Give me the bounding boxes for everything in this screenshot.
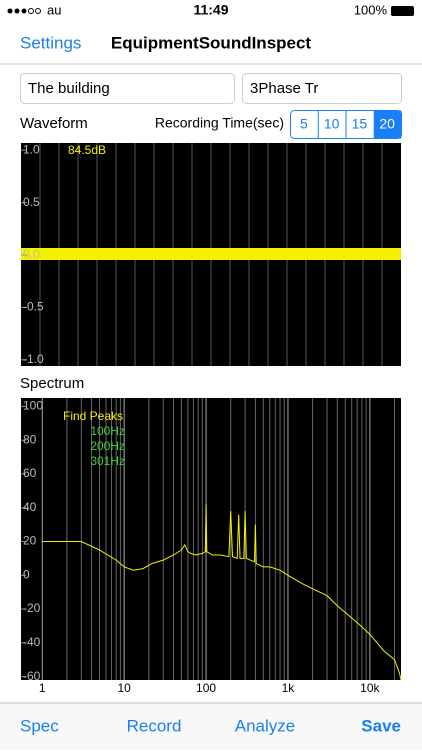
y-tick-label: 1.0: [23, 142, 40, 156]
x-tick-label: 100: [196, 681, 216, 695]
status-bar: au 11:49 100%: [7, 2, 414, 18]
spectrum-title: Spectrum: [20, 375, 84, 392]
analyze-button[interactable]: Analyze: [235, 716, 295, 735]
equipment-text: 3Phase Tr: [250, 80, 318, 97]
save-button[interactable]: Save: [361, 716, 401, 735]
record-button[interactable]: Record: [127, 716, 182, 735]
segment-option[interactable]: 10: [324, 116, 340, 132]
y-tick-label: 60: [23, 466, 37, 480]
spectrum-chart: 1 10 100 1k 10k 100 80 60 40 20 0 -20 -40 -60: [21, 398, 402, 695]
battery-icon: [391, 6, 414, 16]
y-tick-label: 20: [23, 534, 37, 548]
y-tick-label: 0.5: [23, 195, 40, 209]
segmented-control: 5 10 15 20: [290, 110, 402, 139]
y-tick-label: 80: [23, 432, 37, 446]
nav-title: EquipmentSoundInspect: [111, 33, 312, 52]
level-readout: 84.5dB: [68, 143, 106, 157]
x-tick-label: 10: [117, 681, 131, 695]
building-field[interactable]: [20, 73, 235, 104]
peaks-heading: Find Peaks: [63, 409, 123, 423]
spectrum-line: [42, 504, 402, 681]
settings-button[interactable]: Settings: [20, 33, 81, 52]
building-text: The building: [28, 80, 110, 97]
y-tick-label: -1.0: [23, 352, 44, 366]
y-tick-label: 100: [23, 399, 43, 413]
y-tick-label: -20: [23, 601, 41, 615]
peak-label: 301Hz: [90, 454, 125, 468]
y-tick-label: 40: [23, 500, 37, 514]
x-tick-label: 1: [39, 681, 46, 695]
peak-label: 200Hz: [90, 439, 125, 453]
segment-option[interactable]: 15: [352, 116, 368, 132]
battery-level: 100%: [354, 2, 388, 17]
segment-selected: [373, 110, 402, 139]
y-tick-label: -60: [23, 669, 41, 683]
waveform-title: Waveform: [20, 115, 88, 132]
waveform-trace: [21, 248, 401, 260]
recording-time-label: Recording Time(sec): [155, 115, 284, 131]
segment-option[interactable]: 5: [300, 116, 308, 132]
y-tick-label: -40: [23, 635, 41, 649]
spectrum-plot: [21, 398, 401, 680]
y-tick-label: 0.0: [23, 247, 40, 261]
spec-button[interactable]: Spec: [20, 716, 59, 735]
x-tick-label: 10k: [360, 681, 380, 695]
x-tick-label: 1k: [282, 681, 296, 695]
segment-option[interactable]: 20: [379, 116, 395, 132]
toolbar: [0, 703, 422, 750]
waveform-ticks: 1.0 0.5 0.0 -0.5 -1.0: [21, 142, 44, 366]
carrier: au: [47, 2, 61, 17]
y-tick-label: 0: [23, 567, 30, 581]
clock: 11:49: [193, 2, 228, 18]
peak-label: 100Hz: [90, 424, 125, 438]
equipment-field[interactable]: [242, 73, 402, 104]
y-tick-label: -0.5: [23, 300, 44, 314]
